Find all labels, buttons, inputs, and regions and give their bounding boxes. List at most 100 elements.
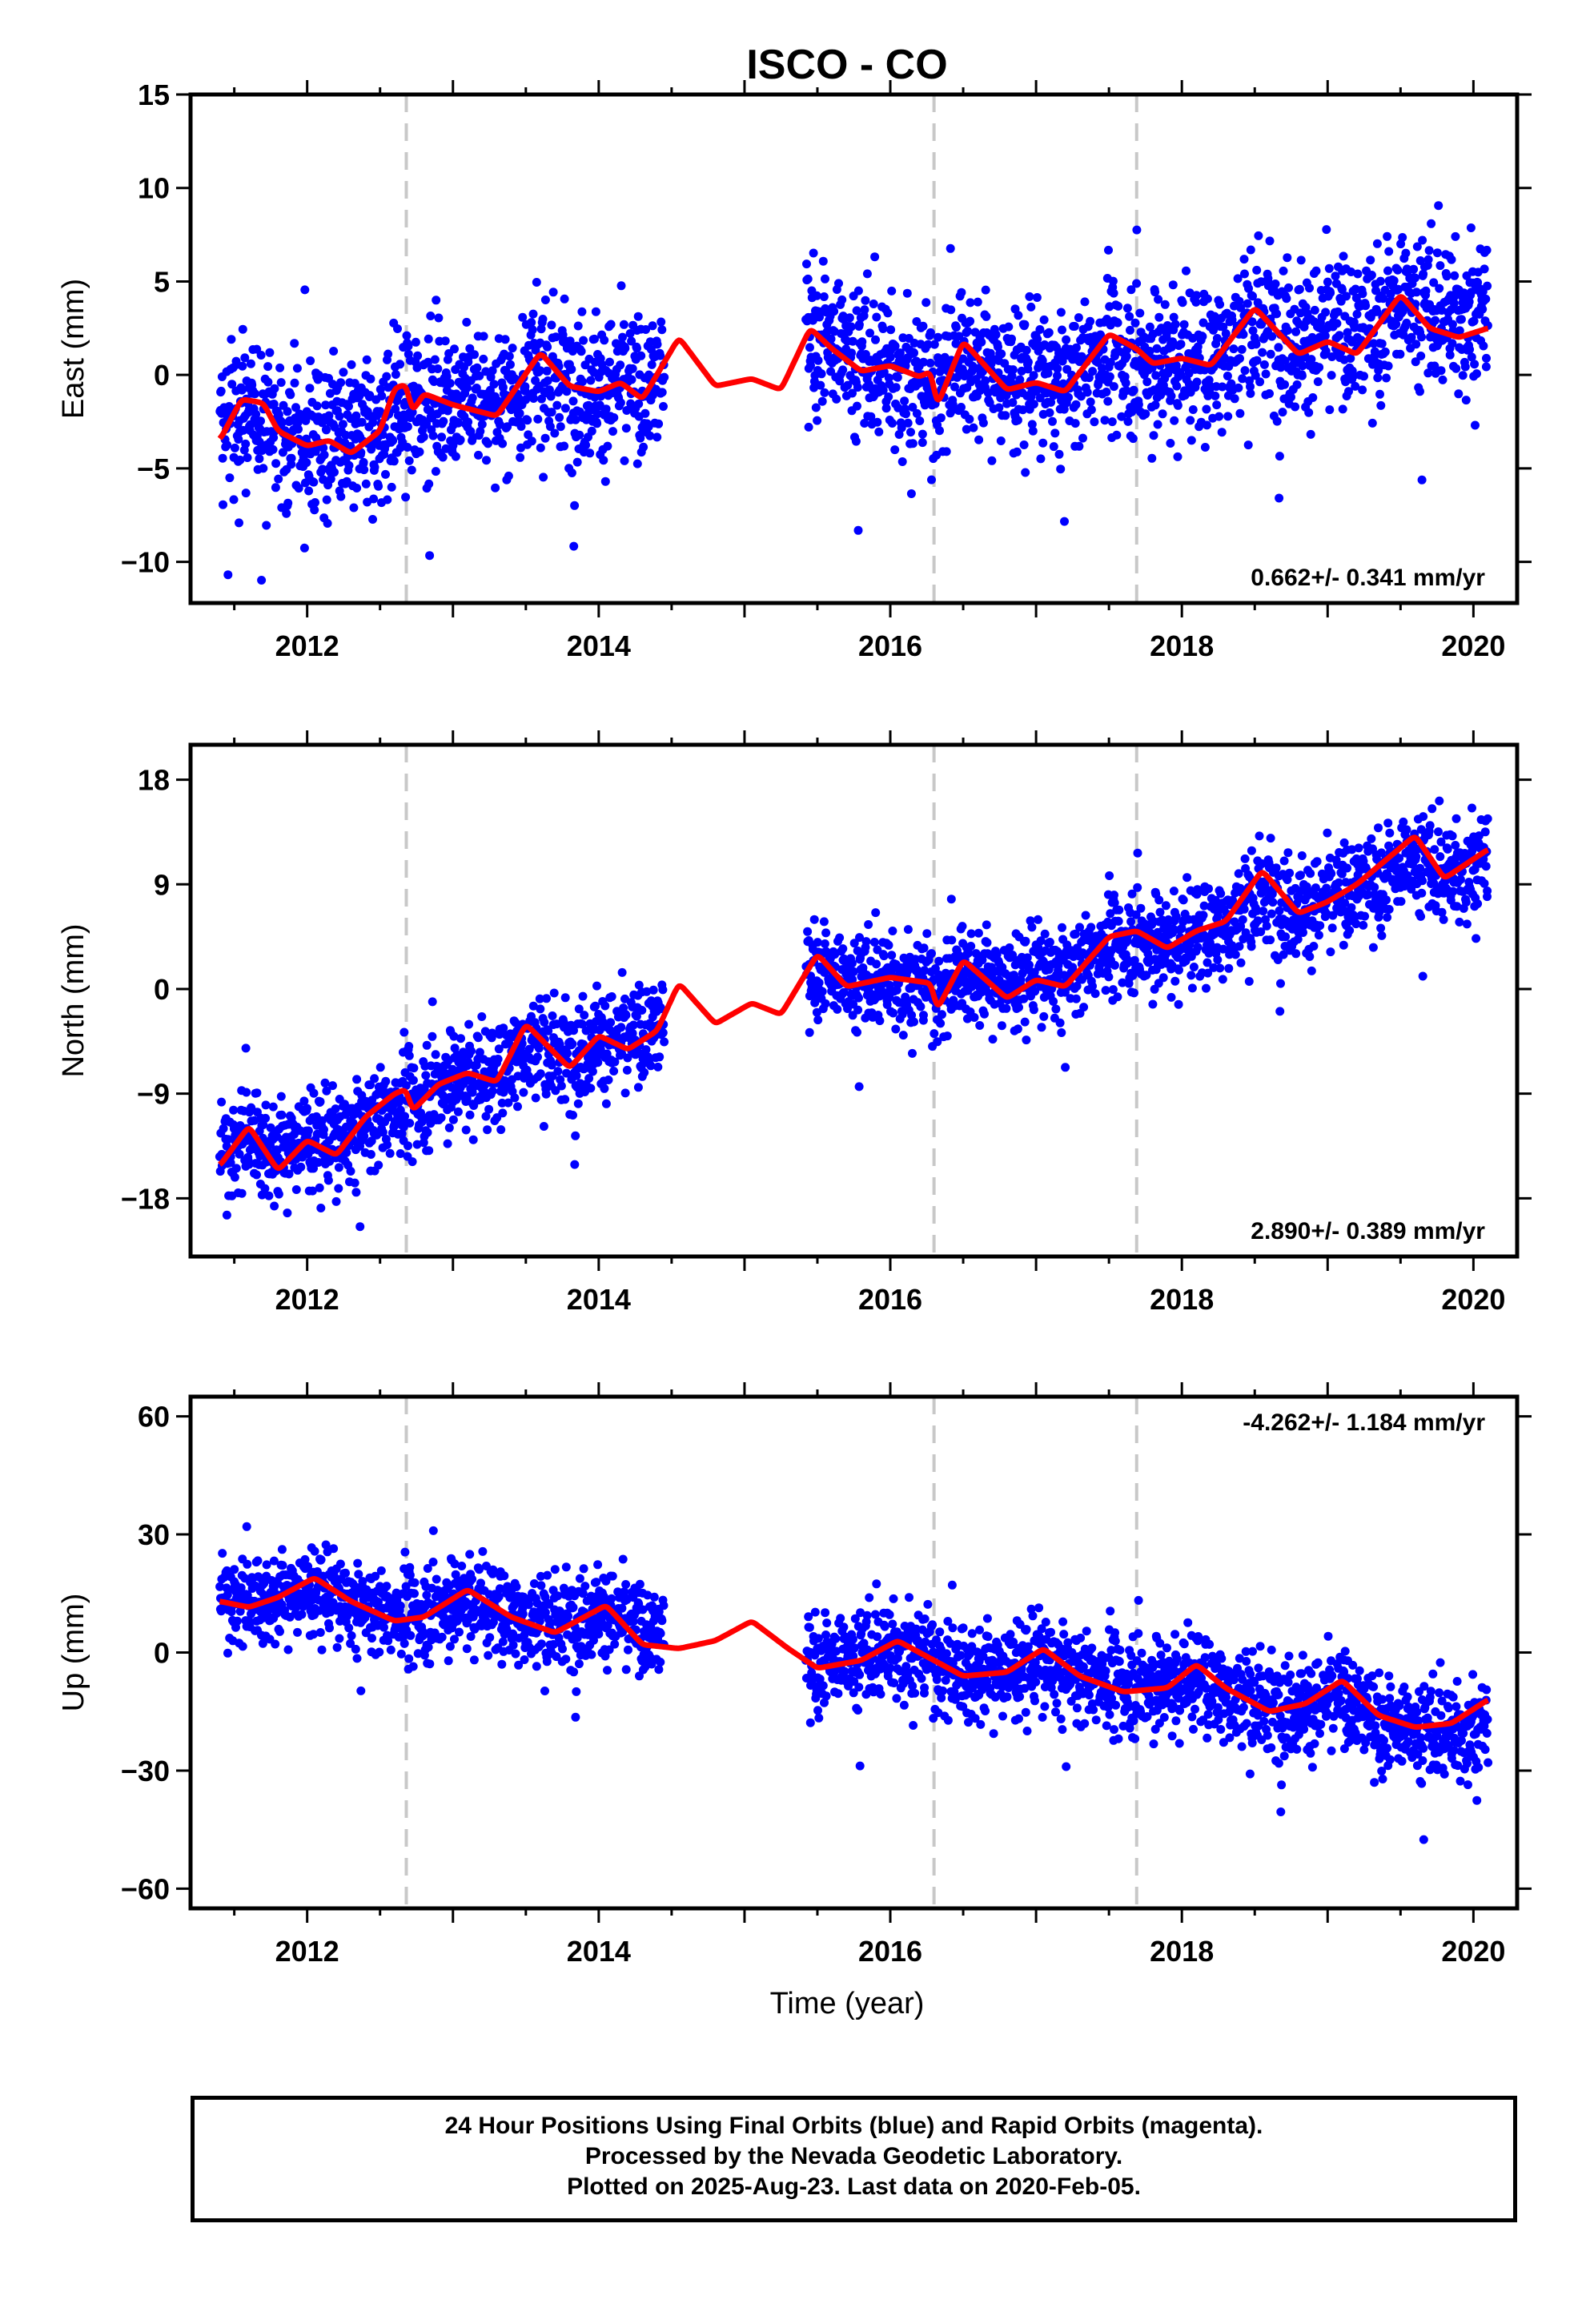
data-point bbox=[257, 576, 267, 585]
data-point bbox=[1058, 356, 1067, 366]
data-point bbox=[1086, 397, 1095, 407]
data-point bbox=[391, 370, 400, 379]
data-point bbox=[381, 469, 390, 479]
data-point bbox=[1331, 271, 1340, 281]
data-point bbox=[1113, 992, 1122, 1002]
data-point bbox=[400, 1027, 409, 1037]
data-point bbox=[1383, 266, 1392, 275]
data-point bbox=[229, 495, 239, 505]
data-point bbox=[608, 427, 617, 436]
data-point bbox=[540, 433, 550, 443]
data-point bbox=[1071, 994, 1081, 1003]
data-point bbox=[259, 464, 268, 473]
data-point bbox=[1298, 361, 1307, 371]
data-point bbox=[909, 1017, 918, 1027]
data-point bbox=[1002, 1003, 1011, 1013]
data-point bbox=[616, 360, 625, 370]
data-point bbox=[1057, 1028, 1066, 1037]
data-point bbox=[1256, 927, 1266, 936]
data-point bbox=[339, 1129, 348, 1139]
data-point bbox=[423, 1128, 432, 1137]
data-point bbox=[1308, 393, 1318, 402]
data-point bbox=[541, 1089, 551, 1099]
data-point bbox=[600, 1001, 610, 1011]
data-point bbox=[572, 457, 582, 467]
data-point bbox=[975, 1021, 985, 1030]
data-point bbox=[404, 1051, 414, 1060]
data-point bbox=[1100, 416, 1110, 425]
data-point bbox=[997, 349, 1006, 359]
data-point bbox=[424, 479, 434, 489]
data-point bbox=[1053, 371, 1062, 380]
data-point bbox=[1008, 365, 1018, 375]
data-point bbox=[591, 307, 600, 316]
data-point bbox=[1216, 889, 1226, 899]
data-point bbox=[1280, 356, 1290, 365]
data-point bbox=[260, 1184, 270, 1193]
data-point bbox=[309, 1088, 319, 1098]
data-point bbox=[1090, 417, 1099, 427]
data-point bbox=[866, 412, 876, 421]
data-point bbox=[1421, 286, 1431, 296]
data-point bbox=[424, 1146, 434, 1156]
data-point bbox=[533, 1052, 542, 1062]
data-point bbox=[1438, 375, 1447, 384]
data-point bbox=[819, 917, 829, 927]
data-point bbox=[871, 908, 881, 918]
data-point bbox=[430, 355, 440, 364]
data-point bbox=[1064, 392, 1073, 402]
data-point bbox=[642, 987, 652, 996]
data-point bbox=[1043, 368, 1053, 378]
data-point bbox=[1323, 277, 1332, 287]
data-point bbox=[1379, 294, 1388, 304]
data-point bbox=[1033, 335, 1042, 344]
data-point bbox=[908, 1048, 917, 1058]
data-point bbox=[1039, 1011, 1049, 1021]
data-point bbox=[336, 492, 346, 501]
data-point bbox=[652, 340, 662, 349]
data-point bbox=[813, 1015, 823, 1025]
data-point bbox=[994, 342, 1002, 352]
data-point bbox=[544, 1026, 553, 1035]
data-point bbox=[1142, 971, 1151, 980]
data-point bbox=[498, 439, 508, 448]
data-point bbox=[1122, 304, 1132, 313]
data-point bbox=[476, 427, 485, 436]
data-point bbox=[902, 288, 912, 298]
data-point bbox=[903, 925, 913, 935]
data-point bbox=[1267, 909, 1276, 919]
data-point bbox=[403, 422, 412, 432]
data-point bbox=[433, 364, 443, 373]
data-point bbox=[1480, 264, 1489, 274]
data-point bbox=[1214, 911, 1223, 920]
data-point bbox=[577, 307, 587, 316]
data-point bbox=[575, 430, 584, 440]
data-point bbox=[804, 422, 813, 432]
data-point bbox=[919, 1011, 928, 1020]
data-point bbox=[599, 456, 608, 465]
data-point bbox=[829, 307, 839, 316]
data-point bbox=[1189, 963, 1199, 971]
data-point bbox=[481, 367, 491, 376]
data-point bbox=[1327, 869, 1336, 879]
data-point bbox=[1211, 391, 1220, 400]
data-point bbox=[1135, 308, 1145, 318]
data-point bbox=[366, 1080, 375, 1090]
data-point bbox=[268, 1102, 278, 1112]
data-point bbox=[1018, 405, 1028, 415]
data-point bbox=[982, 938, 992, 947]
data-point bbox=[907, 1011, 917, 1020]
data-point bbox=[1062, 335, 1071, 344]
data-point bbox=[468, 393, 477, 403]
data-point bbox=[1126, 325, 1134, 335]
data-point bbox=[946, 895, 956, 904]
x-tick-label: 2014 bbox=[567, 629, 631, 662]
data-point bbox=[1240, 366, 1250, 376]
data-point bbox=[1154, 295, 1163, 304]
data-point bbox=[1248, 326, 1258, 336]
data-point bbox=[1335, 331, 1344, 340]
data-point bbox=[1050, 428, 1060, 438]
data-point bbox=[1244, 977, 1254, 986]
data-point bbox=[1130, 955, 1139, 965]
data-point bbox=[269, 400, 279, 408]
